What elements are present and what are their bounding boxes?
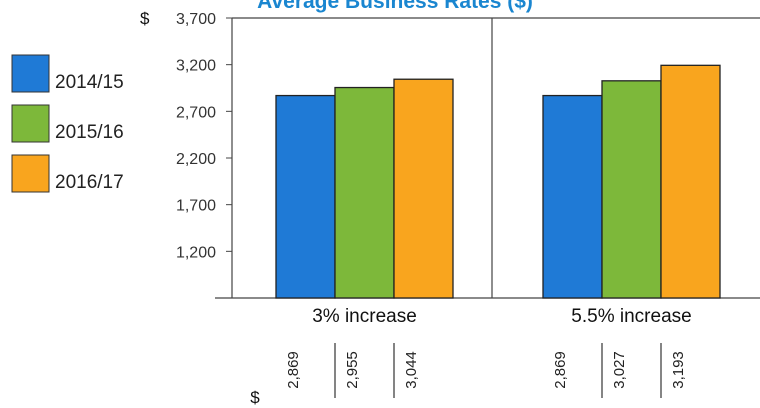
y-tick-label: 3,200	[176, 58, 216, 75]
y-tick-label: 1,700	[176, 198, 216, 215]
legend: 2014/15 2015/16 2016/17	[11, 54, 124, 193]
value-label: 3,193	[670, 351, 687, 389]
value-label: 2,869	[552, 351, 569, 389]
legend-swatch	[11, 54, 50, 93]
plot-area: 3% increase 5.5% increase	[215, 17, 760, 327]
chart-title: Average Business Rates ($)	[257, 0, 533, 13]
y-axis-ticks: 3,700 3,200 2,700 2,200 1,700 1,200	[176, 11, 232, 261]
value-table: 2,869 2,955 3,044 2,869 3,027 3,193	[285, 343, 687, 398]
value-label: 3,044	[403, 351, 420, 389]
legend-label: 2015/16	[55, 122, 124, 143]
bar-2016-17-2	[660, 64, 721, 299]
y-axis-unit-label: $	[140, 9, 150, 28]
value-label: 3,027	[611, 351, 628, 389]
category-label: 3% increase	[312, 306, 417, 327]
table-unit-label: $	[250, 388, 260, 407]
bar-2015-16-1	[334, 86, 395, 299]
legend-label: 2016/17	[55, 172, 124, 193]
y-tick-label: 2,700	[176, 104, 216, 121]
value-label: 2,869	[285, 351, 302, 389]
legend-swatch	[11, 154, 50, 193]
bar-2014-15-1	[275, 94, 336, 299]
legend-swatch	[11, 104, 50, 143]
y-tick-label: 3,700	[176, 11, 216, 28]
legend-label: 2014/15	[55, 72, 124, 93]
bar-2016-17-1	[393, 78, 454, 299]
value-label: 2,955	[344, 351, 361, 389]
y-tick-label: 2,200	[176, 151, 216, 168]
bar-2014-15-2	[542, 94, 603, 299]
bar-2015-16-2	[601, 80, 662, 299]
category-label: 5.5% increase	[571, 306, 691, 327]
y-tick-label: 1,200	[176, 244, 216, 261]
